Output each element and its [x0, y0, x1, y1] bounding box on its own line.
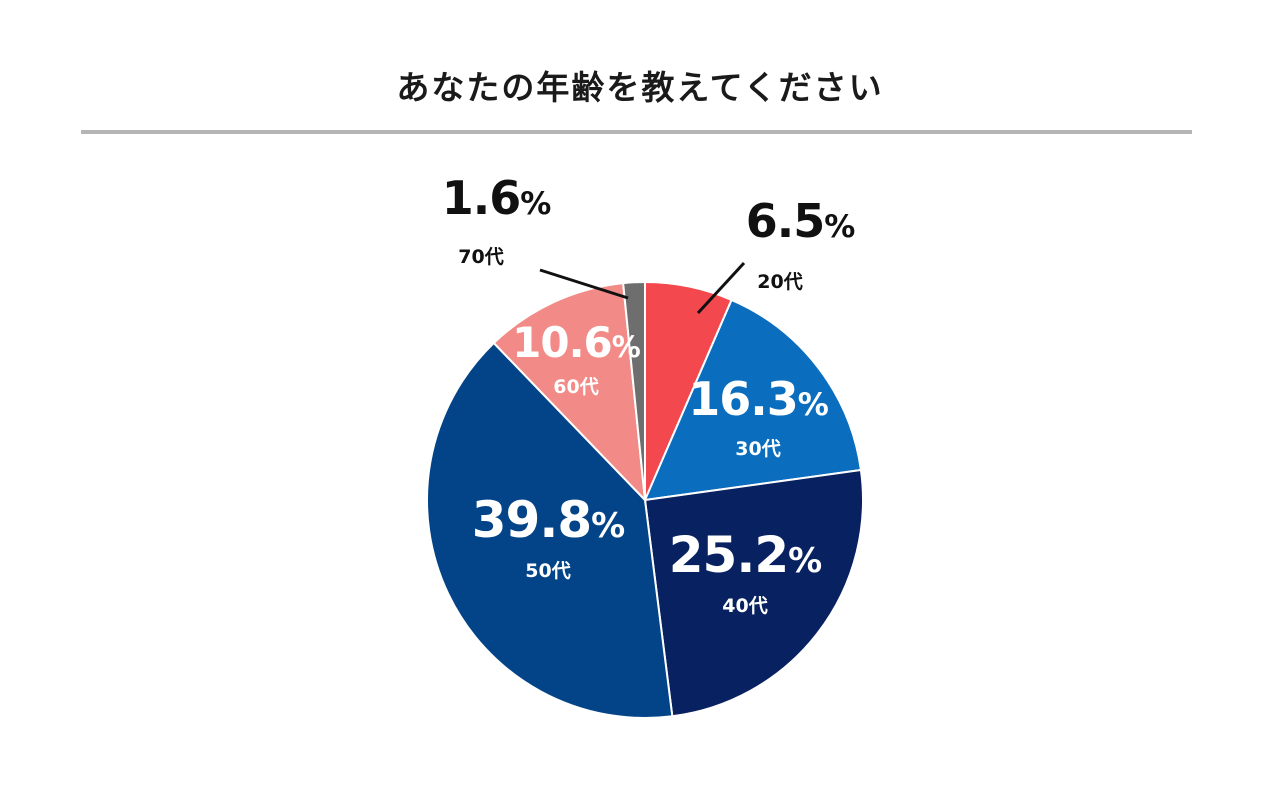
value-label-60代: 10.6%: [512, 318, 641, 367]
category-label-70代: 70代: [458, 246, 503, 268]
pie-slice-70代: [622, 280, 646, 501]
pie-slice-50代: [426, 341, 674, 719]
pie-slice-30代: [643, 298, 863, 502]
category-label-40代: 40代: [722, 595, 767, 617]
pie-slice-40代: [643, 468, 864, 718]
pie-slices: [426, 280, 864, 719]
value-label-40代: 25.2%: [669, 526, 821, 584]
title-divider: [81, 130, 1192, 134]
value-label-50代: 39.8%: [472, 491, 624, 549]
pie-slice-60代: [492, 282, 647, 503]
category-label-20代: 20代: [757, 271, 802, 293]
category-label-50代: 50代: [525, 560, 570, 582]
category-label-30代: 30代: [735, 438, 780, 460]
chart-title: あなたの年齢を教えてください: [396, 68, 884, 107]
category-label-60代: 60代: [553, 376, 598, 398]
leader-line-70代: [539, 268, 629, 300]
value-label-70代: 1.6%: [442, 171, 552, 225]
value-label-20代: 6.5%: [746, 194, 856, 248]
leader-lines: [539, 261, 746, 315]
value-label-30代: 16.3%: [688, 372, 829, 426]
pie-labels: 6.5% 20代 16.3% 30代 25.2% 40代 39.8% 50代 10.6% 60代 1…: [442, 171, 857, 617]
leader-line-20代: [696, 261, 746, 315]
